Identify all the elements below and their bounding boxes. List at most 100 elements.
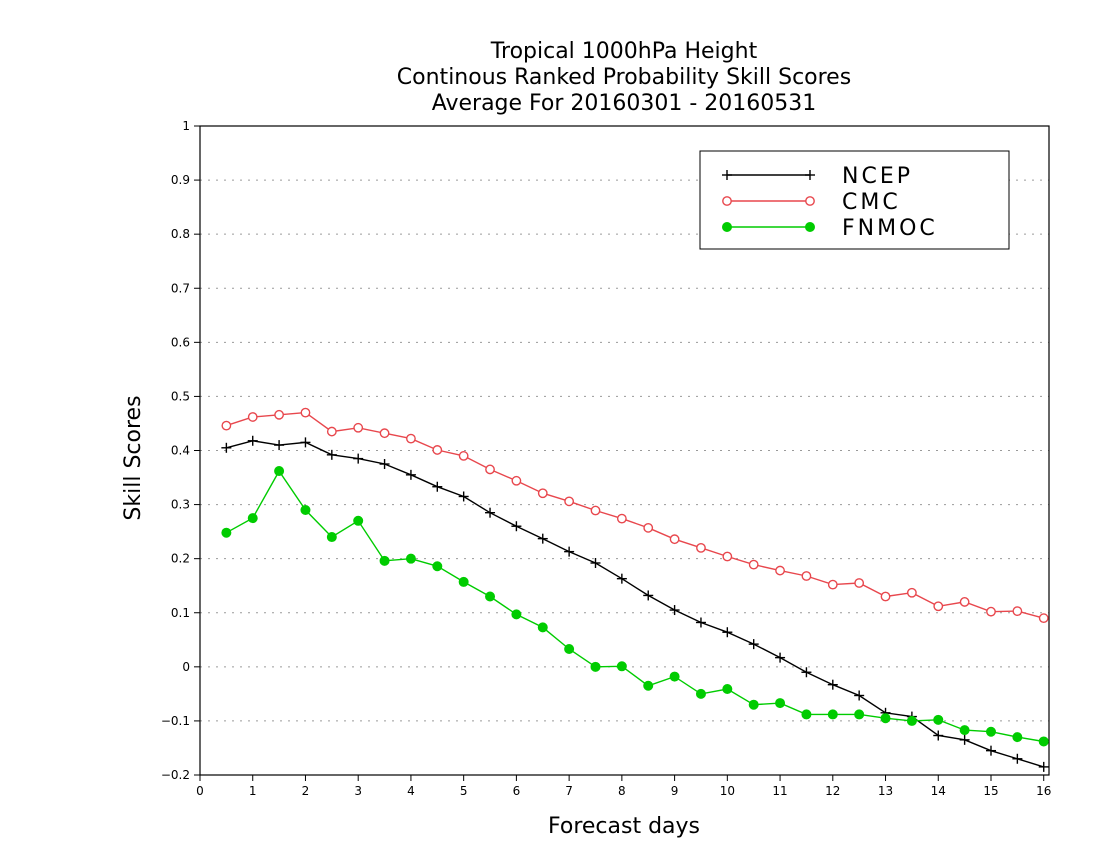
x-tick-label: 6 (513, 784, 521, 798)
data-point-fnmoc (616, 661, 627, 672)
data-point-ncep (485, 507, 496, 518)
y-tick-label: 0.1 (171, 606, 190, 620)
title-line-2: Continous Ranked Probability Skill Score… (397, 65, 851, 90)
y-tick-label: 0.6 (171, 335, 190, 349)
data-point-fnmoc (432, 561, 443, 572)
x-tick-label: 0 (196, 784, 204, 798)
y-tick-label: 0 (182, 660, 190, 674)
data-point-fnmoc (775, 698, 786, 709)
data-point-ncep (775, 652, 786, 663)
data-point-fnmoc (300, 504, 311, 515)
series-cmc (221, 407, 1049, 624)
data-point-ncep (326, 449, 337, 460)
legend-marker-cmc (722, 196, 732, 206)
data-point-cmc (748, 559, 759, 570)
data-point-ncep (564, 546, 575, 557)
y-tick-label: 0.2 (171, 552, 190, 566)
data-point-cmc (1038, 613, 1049, 624)
x-tick-label: 16 (1036, 784, 1051, 798)
data-point-fnmoc (669, 671, 680, 682)
data-point-cmc (406, 433, 416, 444)
series-fnmoc (221, 466, 1049, 747)
y-tick-label: 0.7 (171, 281, 190, 295)
legend-box (699, 150, 1010, 250)
data-point-cmc (353, 422, 364, 433)
data-point-cmc (801, 571, 812, 581)
data-point-ncep (353, 453, 364, 464)
data-point-cmc (564, 496, 575, 507)
data-point-fnmoc (379, 555, 390, 566)
data-point-fnmoc (537, 622, 548, 633)
data-point-cmc (247, 412, 258, 422)
data-point-ncep (590, 557, 601, 568)
y-tick-label: 1 (182, 119, 190, 133)
data-point-ncep (827, 679, 838, 690)
data-point-fnmoc (695, 688, 706, 699)
y-tick-label: 0.8 (171, 227, 190, 241)
title-line-3: Average For 20160301 - 20160531 (432, 91, 817, 116)
title-line-1: Tropical 1000hPa Height (490, 39, 758, 64)
series-ncep (221, 435, 1049, 772)
data-point-fnmoc (643, 680, 654, 691)
data-point-cmc (379, 428, 390, 439)
data-point-ncep (379, 459, 390, 470)
legend-item-cmc: CMC (722, 190, 901, 215)
data-point-fnmoc (353, 515, 364, 526)
data-point-ncep (959, 734, 970, 745)
legend-marker-cmc (805, 196, 815, 206)
data-point-ncep (405, 469, 416, 480)
data-point-cmc (775, 565, 785, 576)
data-point-ncep (933, 730, 944, 741)
data-point-cmc (986, 606, 996, 617)
data-point-cmc (722, 551, 733, 562)
data-point-ncep (300, 437, 311, 448)
data-point-fnmoc (326, 532, 337, 543)
data-point-fnmoc (906, 715, 917, 726)
data-point-ncep (247, 435, 258, 446)
legend-marker-fnmoc (805, 222, 815, 232)
x-tick-label: 1 (249, 784, 257, 798)
x-tick-label: 10 (720, 784, 735, 798)
data-point-cmc (669, 534, 680, 545)
data-point-ncep (985, 745, 996, 756)
data-point-cmc (933, 601, 944, 612)
data-point-fnmoc (854, 709, 865, 720)
x-tick-label: 9 (671, 784, 679, 798)
data-point-cmc (432, 445, 443, 455)
y-tick-label: 0.3 (171, 498, 190, 512)
y-tick-label: 0.9 (171, 173, 190, 187)
legend-item-fnmoc: FNMOC (722, 216, 935, 241)
legend-label-ncep: NCEP (842, 164, 913, 189)
data-point-cmc (854, 578, 865, 588)
x-axis-label: Forecast days (548, 814, 700, 839)
data-point-cmc (959, 597, 970, 607)
data-point-ncep (616, 573, 627, 584)
data-point-fnmoc (1038, 736, 1049, 747)
data-point-cmc (643, 522, 654, 533)
data-point-cmc (326, 426, 337, 437)
y-tick-label: −0.2 (161, 768, 190, 782)
legend-label-cmc: CMC (842, 190, 901, 215)
x-tick-label: 8 (618, 784, 626, 798)
y-axis-label: Skill Scores (121, 395, 146, 520)
data-point-ncep (695, 617, 706, 628)
x-tick-label: 12 (825, 784, 840, 798)
data-point-ncep (274, 440, 285, 451)
legend-marker-fnmoc (722, 222, 732, 232)
data-point-fnmoc (590, 661, 601, 672)
data-point-ncep (1012, 753, 1023, 764)
data-point-ncep (1038, 761, 1049, 772)
x-tick-label: 14 (931, 784, 946, 798)
data-point-fnmoc (1012, 732, 1023, 743)
data-point-cmc (537, 488, 548, 499)
data-point-cmc (906, 587, 917, 598)
data-point-ncep (511, 521, 522, 532)
data-point-cmc (458, 451, 469, 461)
y-tick-label: 0.4 (171, 444, 190, 458)
data-point-fnmoc (247, 513, 258, 524)
data-point-fnmoc (458, 576, 469, 587)
series-line-fnmoc (226, 469, 1044, 743)
data-point-ncep (458, 491, 469, 502)
